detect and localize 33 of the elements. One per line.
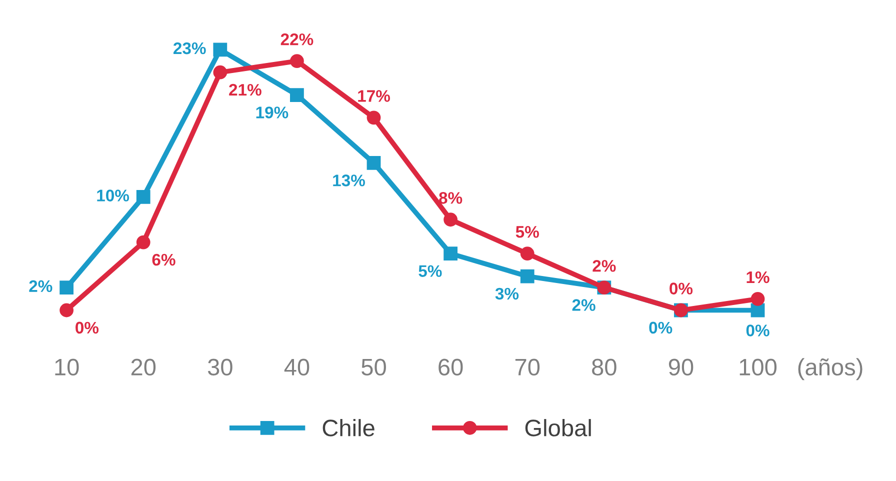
data-label: 1% — [746, 271, 770, 284]
data-label: 5% — [418, 265, 442, 277]
x-tick-label: 80 — [592, 358, 616, 376]
data-label: 8% — [439, 192, 462, 204]
data-label: 5% — [516, 226, 539, 238]
data-label: 0% — [746, 324, 770, 336]
x-tick-label: 100 — [740, 358, 777, 376]
x-tick-label: 20 — [131, 358, 156, 376]
data-label: 0% — [649, 322, 672, 334]
x-tick-label: 10 — [55, 358, 79, 376]
data-label: 17% — [358, 90, 390, 102]
x-axis-title: (años) — [798, 358, 862, 380]
x-tick-label: 50 — [362, 358, 386, 376]
data-label: 10% — [97, 190, 130, 202]
data-label: 6% — [152, 254, 176, 266]
data-label: 0% — [670, 282, 693, 294]
data-label: 2% — [29, 280, 52, 292]
x-tick-label: 90 — [668, 358, 694, 376]
data-label: 19% — [256, 106, 288, 118]
data-label: 2% — [592, 260, 616, 272]
x-tick-label: 40 — [284, 358, 310, 376]
x-tick-label: 30 — [208, 358, 232, 376]
data-label: 2% — [572, 299, 596, 311]
legend-label: Chile — [322, 419, 374, 436]
legend-label: Global — [525, 419, 591, 436]
x-tick-label: 60 — [438, 358, 463, 376]
data-label: 21% — [229, 84, 262, 96]
data-label: 23% — [173, 42, 206, 54]
x-tick-label: 70 — [515, 358, 540, 376]
data-label: 3% — [495, 288, 519, 300]
data-label: 13% — [333, 174, 365, 186]
data-label: 0% — [76, 322, 99, 334]
data-label: 22% — [280, 33, 314, 46]
